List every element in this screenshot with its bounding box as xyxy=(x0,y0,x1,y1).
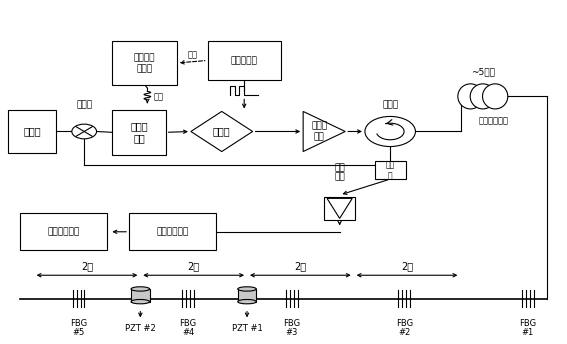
Text: 耦合
器: 耦合 器 xyxy=(386,160,395,180)
Ellipse shape xyxy=(483,84,508,109)
FancyBboxPatch shape xyxy=(20,213,107,250)
Text: 任意波形
发生器: 任意波形 发生器 xyxy=(134,53,155,73)
Text: 光探
测器: 光探 测器 xyxy=(335,163,345,182)
Ellipse shape xyxy=(131,287,150,291)
Ellipse shape xyxy=(470,84,496,109)
Circle shape xyxy=(365,117,416,147)
Text: 2米: 2米 xyxy=(188,261,200,271)
Text: 待测传感光纤: 待测传感光纤 xyxy=(479,117,509,126)
FancyBboxPatch shape xyxy=(112,110,166,155)
Ellipse shape xyxy=(238,300,256,304)
Ellipse shape xyxy=(131,300,150,304)
Polygon shape xyxy=(191,111,253,152)
Text: 耦合器: 耦合器 xyxy=(76,101,92,110)
Text: FBG
#3: FBG #3 xyxy=(284,319,301,337)
Ellipse shape xyxy=(238,287,256,291)
Text: 脉冲发生器: 脉冲发生器 xyxy=(231,56,257,65)
Polygon shape xyxy=(327,198,352,218)
FancyBboxPatch shape xyxy=(375,161,405,179)
Text: 2米: 2米 xyxy=(294,261,306,271)
Text: FBG
#1: FBG #1 xyxy=(519,319,536,337)
Text: 调制器: 调制器 xyxy=(213,127,231,137)
Text: 激光器: 激光器 xyxy=(23,127,41,137)
Text: FBG
#5: FBG #5 xyxy=(70,319,87,337)
Text: 触发: 触发 xyxy=(187,51,197,60)
Text: 相位调
制器: 相位调 制器 xyxy=(130,121,148,143)
Text: 环形器: 环形器 xyxy=(382,101,398,110)
FancyBboxPatch shape xyxy=(238,289,256,302)
Text: 2米: 2米 xyxy=(81,261,93,271)
Text: 2米: 2米 xyxy=(401,261,413,271)
Text: 光纤放
大器: 光纤放 大器 xyxy=(311,122,327,141)
Text: PZT #2: PZT #2 xyxy=(125,324,156,333)
Text: 扫频: 扫频 xyxy=(154,93,164,102)
Text: FBG
#2: FBG #2 xyxy=(396,319,413,337)
FancyBboxPatch shape xyxy=(9,110,56,153)
FancyBboxPatch shape xyxy=(131,289,150,302)
Text: FBG
#4: FBG #4 xyxy=(180,319,197,337)
Text: PZT #1: PZT #1 xyxy=(232,324,263,333)
Text: 数据处理模块: 数据处理模块 xyxy=(47,227,79,236)
Circle shape xyxy=(72,124,96,139)
FancyBboxPatch shape xyxy=(129,213,216,250)
Text: ~5千米: ~5千米 xyxy=(471,67,495,76)
FancyBboxPatch shape xyxy=(208,41,281,80)
Ellipse shape xyxy=(458,84,483,109)
Polygon shape xyxy=(303,111,345,152)
FancyBboxPatch shape xyxy=(112,41,177,85)
Text: 数据采集模块: 数据采集模块 xyxy=(156,227,189,236)
